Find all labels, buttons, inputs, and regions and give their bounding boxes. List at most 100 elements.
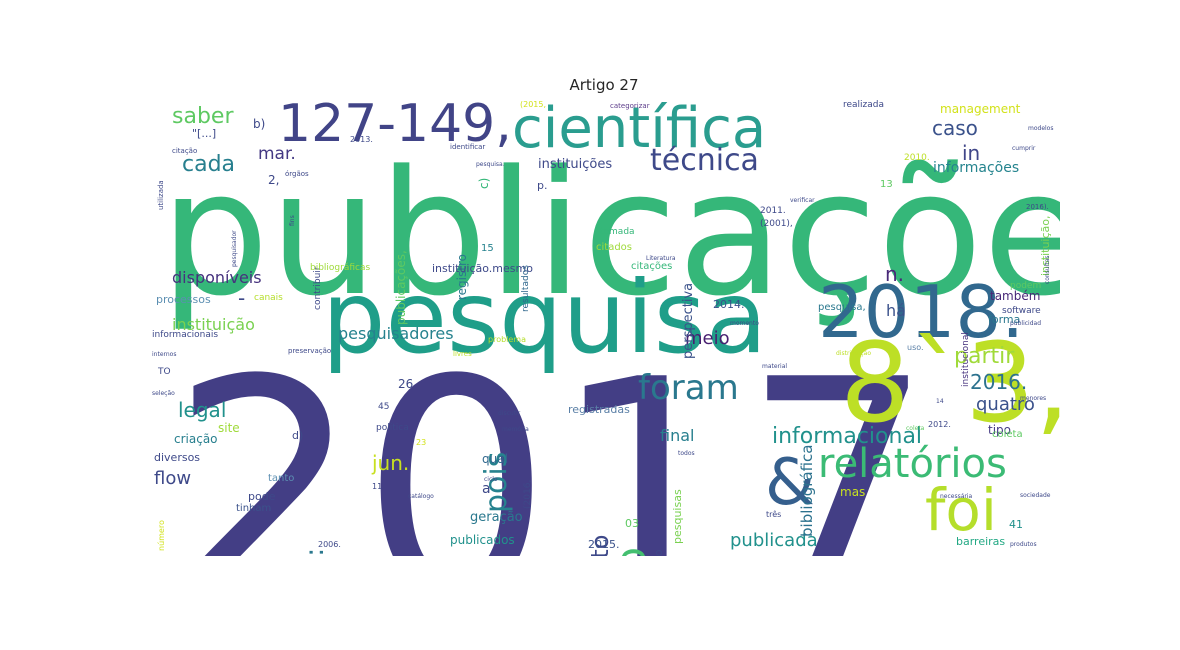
word-caso: caso xyxy=(932,116,978,140)
word-symbol: - xyxy=(238,286,246,310)
word-sociedade: sociedade xyxy=(1020,492,1051,499)
word-utilizada: utilizada xyxy=(157,180,165,211)
word-pesquisador: pesquisador xyxy=(231,230,238,267)
word-2006: 2006. xyxy=(318,540,341,549)
word-tomada: tomada xyxy=(600,227,635,237)
word-menores: menores xyxy=(1020,395,1047,402)
word-software: software xyxy=(1002,306,1041,316)
word-qual: qual xyxy=(482,452,508,466)
word-11: 11 xyxy=(372,482,383,491)
word-coleta: coleta xyxy=(906,425,925,432)
word-saber: saber xyxy=(172,104,234,129)
word-discutir: discutir xyxy=(498,410,521,417)
word-meio: meio xyxy=(685,328,730,349)
word-fins: fins xyxy=(289,215,296,226)
word-2015: (2015, xyxy=(520,100,547,109)
word-momento: momento xyxy=(730,320,759,327)
word-instituicao: instituição xyxy=(172,315,255,334)
word-publicados: publicados xyxy=(450,533,515,547)
word-2016: (2016, xyxy=(523,480,533,510)
word-criacao: criação xyxy=(174,432,218,446)
word-publicidad: publicidad xyxy=(1010,320,1042,327)
word-p: p. xyxy=(537,179,548,192)
word-politica: política xyxy=(376,423,409,433)
word-geracao: geração xyxy=(470,510,523,525)
word-127-149: 127-149, xyxy=(278,96,512,154)
word-podem: podem xyxy=(1010,281,1042,291)
word-necessaria: necessária xyxy=(940,493,973,500)
word-categorizar: categorizar xyxy=(610,102,650,110)
word-site: site xyxy=(218,421,240,435)
word-diversos: diversos xyxy=(154,451,201,464)
word-material: material xyxy=(762,363,788,370)
word-publicacoes: publicações xyxy=(160,133,1060,334)
word-2016: 2016). xyxy=(1026,203,1049,211)
word-2018: 2018. xyxy=(818,270,1025,354)
word-a: a xyxy=(482,481,491,497)
chart-title: Artigo 27 xyxy=(569,76,639,94)
word-publicada: publicada xyxy=(730,530,818,551)
word-citados: citados xyxy=(596,242,633,253)
word-d: d) xyxy=(292,429,304,442)
word-registro: registro xyxy=(455,253,469,300)
word-memoria: memória xyxy=(502,426,529,433)
word-numero: número xyxy=(157,519,166,551)
word-cloud: 2017.publicaçõespesquisa 127-149,científi… xyxy=(150,96,1060,556)
word-ciclo: ciclo xyxy=(484,476,498,483)
word-tambem: também xyxy=(990,289,1041,303)
word-2013: 2013. xyxy=(350,135,373,144)
word-catalogo: catálogo xyxy=(408,493,434,500)
word-tecnica: técnica xyxy=(650,143,759,178)
word-pesquisadores: pesquisadores xyxy=(338,324,454,343)
word-preservacao: preservação xyxy=(288,347,332,355)
word-2001: (2001), xyxy=(760,219,793,229)
word-2015: 2015. xyxy=(588,538,620,551)
word-final: final xyxy=(660,426,695,445)
word-in: in xyxy=(962,141,981,165)
word-distribuicao: distribuição xyxy=(836,350,872,357)
word-pesquisa: pesquisa xyxy=(322,259,768,376)
word-verificar: verificar xyxy=(790,197,815,204)
word-producao: produção xyxy=(652,549,665,556)
word-to: TO xyxy=(158,367,171,377)
word-selecao: seleção xyxy=(152,390,175,397)
word-publicacoes: publicações, xyxy=(394,250,408,326)
word-tanto: tanto xyxy=(268,473,295,484)
word-2017: 2017. xyxy=(170,316,1029,557)
word-informacional: informacional xyxy=(772,424,923,449)
word-partir: partir xyxy=(954,344,1015,369)
word-relatorios: relatórios xyxy=(818,441,1007,487)
word-consultas: consultas xyxy=(1044,255,1051,285)
word-literatura: Literatura xyxy=(646,255,676,262)
word-foram: foram xyxy=(638,368,739,408)
word-barreiras: barreiras xyxy=(956,535,1006,548)
word-mar: mar. xyxy=(258,144,296,164)
word-symbol: "[...] xyxy=(192,127,217,140)
word-2: 2, xyxy=(268,173,280,187)
word-processos: processos xyxy=(156,293,211,306)
word-perspectiva: perspectiva xyxy=(681,282,696,359)
word-disponiveis: disponíveis xyxy=(172,268,262,287)
word-legal: legal xyxy=(178,398,227,422)
word-todos: todos xyxy=(678,450,695,457)
word-bibliograficas: bibliográficas xyxy=(310,263,371,273)
word-13: 13 xyxy=(880,179,893,190)
word-produtos: produtos xyxy=(1010,541,1037,548)
word-8-3: 8`3, xyxy=(840,319,1060,447)
word-registradas: registradas xyxy=(568,403,630,416)
word-informacionais: informacionais xyxy=(152,330,219,340)
word-informacao: informação: xyxy=(300,548,330,556)
word-pesquisa: pesquisa, xyxy=(818,302,866,313)
word-citacoes: citações xyxy=(631,261,673,272)
word-n: n. xyxy=(885,262,905,286)
word-informacoes: informações xyxy=(933,160,1020,176)
word-pesquisa: pesquisa. xyxy=(476,161,505,168)
word-instituicoes: instituições xyxy=(538,157,613,172)
word-uso: uso. xyxy=(907,343,924,352)
word-management: management xyxy=(940,102,1021,116)
word-problema: problema xyxy=(488,335,527,344)
word-quatro: quatro xyxy=(976,394,1035,415)
word-pesquisas: pesquisas xyxy=(671,489,684,545)
word-identificar: identificar xyxy=(450,143,486,151)
word-23: 23 xyxy=(416,438,427,447)
